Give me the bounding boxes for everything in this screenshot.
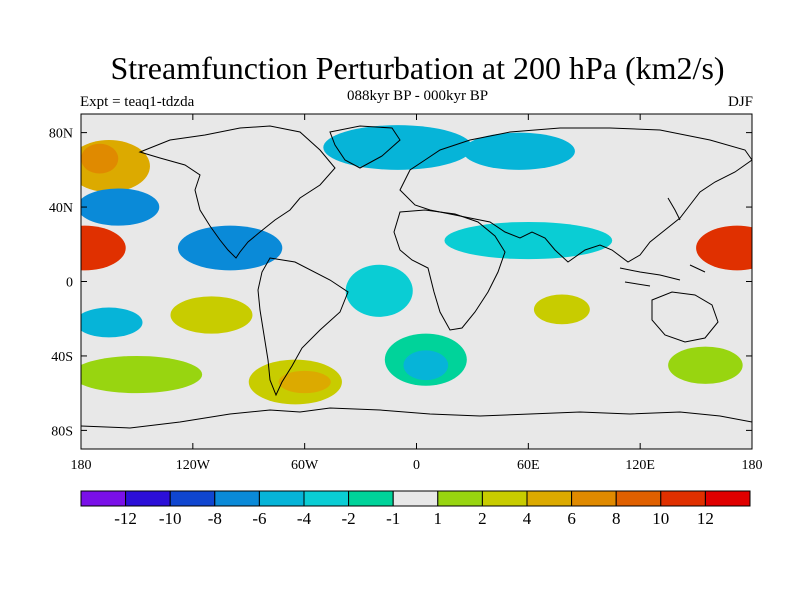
colorbar-label: -6 <box>252 509 266 528</box>
colorbar-label: -10 <box>159 509 182 528</box>
lat-tick-label: 80S <box>51 424 73 439</box>
contour-region-s-pacific-high-2 <box>81 355 203 394</box>
lon-tick-label: 60W <box>291 458 319 473</box>
contour-region-s-indian-low-core <box>403 350 449 381</box>
colorbar-swatch <box>214 490 260 507</box>
colorbar-swatch <box>526 490 573 507</box>
coastline-south-america <box>257 257 349 397</box>
coastline-africa <box>393 209 506 331</box>
contour-region-asia-low <box>444 221 613 260</box>
colorbar-swatch <box>615 490 662 507</box>
contour-fill-layer <box>81 125 752 405</box>
colorbar-label: 2 <box>478 509 487 528</box>
lon-tick-label: 60E <box>517 458 540 473</box>
lat-tick-label: 80N <box>49 127 73 142</box>
coastline-eurasia <box>399 127 752 263</box>
contour-region-australia-high <box>668 346 743 384</box>
colorbar-label: 6 <box>567 509 576 528</box>
contour-region-s-pacific-low <box>81 307 143 338</box>
colorbar-swatch <box>392 490 439 507</box>
colorbar-swatch <box>80 490 127 507</box>
experiment-label: Expt = teaq1-tdzda <box>80 94 195 110</box>
coastlines <box>81 125 752 429</box>
coastline-japan <box>667 197 681 221</box>
page-title: Streamfunction Perturbation at 200 hPa (… <box>110 50 725 86</box>
colorbar-swatch <box>481 490 528 507</box>
coastline-indonesia <box>619 264 706 287</box>
lat-tick-label: 40S <box>51 350 73 365</box>
contour-region-s-atlantic-low <box>345 264 413 317</box>
coastline-australia <box>651 291 719 343</box>
contour-region-n-pacific-high-core <box>81 143 119 174</box>
colorbar-swatch <box>437 490 483 507</box>
season-label: DJF <box>727 94 753 110</box>
colorbar-label: 4 <box>523 509 532 528</box>
colorbar-swatch <box>704 490 751 507</box>
lat-tick-label: 40N <box>49 201 73 216</box>
colorbar-swatch <box>348 490 394 507</box>
colorbar-swatch <box>660 490 706 507</box>
colorbar-label: -1 <box>386 509 400 528</box>
lon-tick-label: 180 <box>742 458 763 473</box>
colorbar-swatch <box>258 490 305 507</box>
colorbar-label: 1 <box>434 509 443 528</box>
colorbar-swatch <box>571 490 617 507</box>
contour-region-ne-pacific-low <box>81 188 160 226</box>
contour-region-patagonia-high-core <box>278 370 331 394</box>
coastline-antarctica <box>81 407 752 429</box>
colorbar-swatch <box>169 490 216 507</box>
lon-tick-label: 0 <box>413 458 420 473</box>
lat-tick-label: 0 <box>66 276 73 291</box>
colorbar: -12 -10 -8 -6 -4 -2 -1 1 2 4 6 8 10 12 <box>80 490 751 528</box>
coastline-north-america <box>138 125 336 259</box>
axis-ticks <box>80 114 753 449</box>
colorbar-swatch <box>125 490 171 507</box>
subtitle: 088kyr BP - 000kyr BP <box>346 88 489 104</box>
contour-region-eurasia-low <box>463 132 575 170</box>
lon-tick-label: 120W <box>176 458 211 473</box>
colorbar-label: 8 <box>612 509 621 528</box>
coastline-greenland <box>329 125 401 169</box>
contour-region-s-pacific-high <box>170 296 253 334</box>
contour-region-arctic-low <box>323 125 473 170</box>
lon-tick-label: 180 <box>71 458 92 473</box>
colorbar-label: -4 <box>297 509 312 528</box>
contour-region-w-pacific-high <box>696 225 752 271</box>
axis-tick-labels: 180 120W 60W 0 60E 120E 180 80N 40N 0 40S 80S <box>49 127 763 473</box>
colorbar-label: -8 <box>208 509 222 528</box>
colorbar-swatch <box>303 490 350 507</box>
colorbar-label: 12 <box>697 509 714 528</box>
contour-region-s-indian-high <box>533 294 590 325</box>
contour-region-central-pacific-high <box>81 225 126 271</box>
lon-tick-label: 120E <box>625 458 655 473</box>
colorbar-label: -12 <box>114 509 137 528</box>
colorbar-label: -2 <box>342 509 356 528</box>
contour-region-n-america-low <box>177 225 283 271</box>
colorbar-label: 10 <box>652 509 669 528</box>
